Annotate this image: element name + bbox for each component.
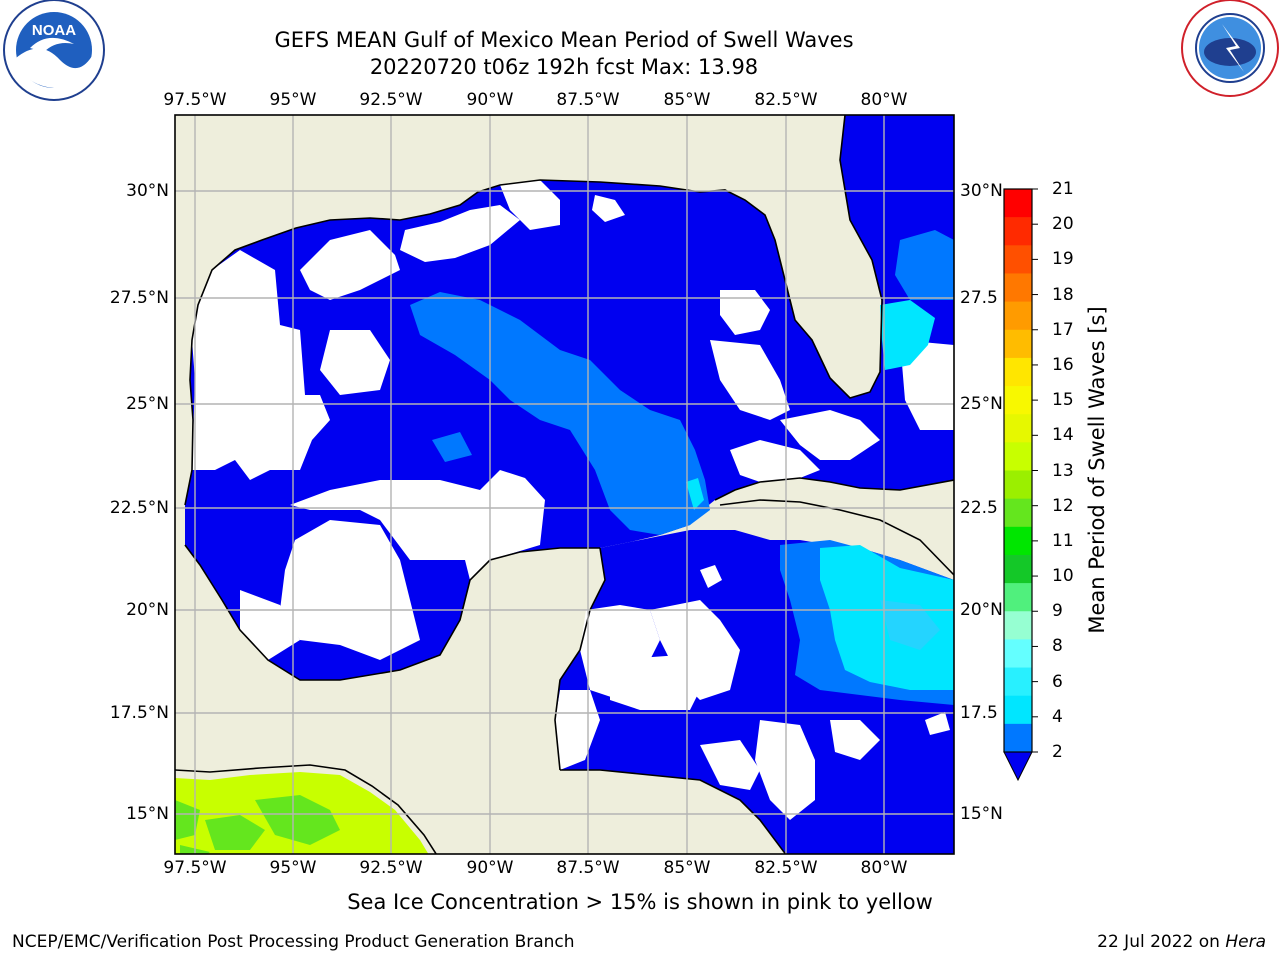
colorbar-segment [1004, 329, 1032, 359]
lat-label-right: 22.5 [960, 498, 998, 518]
coastlines [175, 115, 954, 854]
noaa-logo: NOAA [3, 0, 105, 101]
colorbar-segment [1004, 357, 1032, 387]
colorbar-segment [1004, 386, 1032, 415]
colorbar-tick-label: 19 [1052, 249, 1074, 270]
colorbar-segment [1004, 414, 1032, 443]
lon-label-bottom: 95°W [269, 858, 317, 878]
colorbar-tick-label: 8 [1052, 636, 1063, 657]
lat-label-left: 22.5°N [109, 498, 169, 518]
colorbar-segment [1004, 723, 1032, 753]
colorbar-segment [1004, 639, 1032, 669]
colorbar-tick-label: 14 [1052, 425, 1074, 446]
colorbar-segment [1004, 695, 1032, 725]
lon-label-top: 95°W [269, 90, 317, 110]
colorbar-tick-label: 12 [1052, 495, 1074, 516]
colorbar-segment [1004, 667, 1032, 697]
lat-label-left: 30°N [126, 181, 169, 201]
sea-ice-green [175, 795, 340, 854]
lon-label-top: 90°W [466, 90, 514, 110]
footer-credit: NCEP/EMC/Verification Post Processing Pr… [12, 932, 575, 952]
lon-label-top: 92.5°W [359, 90, 423, 110]
footer-date: 22 Jul 2022 on Hera [1097, 932, 1266, 952]
lon-label-top: 97.5°W [163, 90, 227, 110]
title-line-1: GEFS MEAN Gulf of Mexico Mean Period of … [274, 28, 854, 52]
colorbar-tick-label: 11 [1052, 530, 1074, 551]
lon-label-bottom: 80°W [860, 858, 908, 878]
colorbar-segment [1004, 245, 1032, 274]
colorbar-segment [1004, 442, 1032, 471]
lat-label-right: 27.5 [960, 288, 998, 308]
colorbar-tick-label: 20 [1052, 214, 1074, 235]
colorbar-tick-label: 10 [1052, 566, 1074, 587]
lon-label-bottom: 87.5°W [556, 858, 620, 878]
colorbar-tick-label: 21 [1052, 179, 1074, 199]
colorbar-tick-label: 15 [1052, 390, 1074, 411]
lon-label-top: 80°W [860, 90, 908, 110]
colorbar-segment [1004, 498, 1032, 528]
lat-label-left: 17.5°N [109, 703, 169, 723]
colorbar-extend-arrow [1003, 751, 1033, 782]
lat-label-left: 25°N [126, 394, 169, 414]
lat-label-left: 15°N [126, 804, 169, 824]
lon-label-bottom: 90°W [466, 858, 514, 878]
lat-label-left: 20°N [126, 600, 169, 620]
lat-label-left: 27.5°N [109, 288, 169, 308]
colorbar-tick-label: 13 [1052, 460, 1074, 481]
sea-ice-note: Sea Ice Concentration > 15% is shown in … [347, 890, 933, 914]
colorbar-tick-label: 4 [1052, 706, 1063, 727]
lat-label-right: 17.5 [960, 703, 998, 723]
colorbar-title: Mean Period of Swell Waves [s] [1085, 306, 1109, 634]
lat-label-right: 20°N [960, 600, 1003, 620]
footer-machine: Hera [1225, 932, 1266, 952]
colorbar-segment [1004, 301, 1032, 331]
colorbar-tick-label: 16 [1052, 354, 1074, 375]
missing-data-regions [192, 180, 954, 820]
lon-label-bottom: 97.5°W [163, 858, 227, 878]
lon-label-bottom: 85°W [663, 858, 711, 878]
colorbar-tick-label: 9 [1052, 601, 1063, 622]
colorbar-tick-label: 18 [1052, 284, 1074, 305]
lon-label-top: 85°W [663, 90, 711, 110]
colorbar-segment [1004, 273, 1032, 303]
colorbar-tick-label: 17 [1052, 319, 1074, 340]
lat-label-right: 25°N [960, 394, 1003, 414]
colorbar-segment [1004, 554, 1032, 584]
lon-label-bottom: 92.5°W [359, 858, 423, 878]
svg-text:NOAA: NOAA [32, 22, 76, 39]
nws-logo [1181, 0, 1279, 97]
colorbar [1003, 188, 1038, 782]
colorbar-segment [1004, 217, 1032, 246]
colorbar-tick-label: 2 [1052, 742, 1063, 762]
colorbar-segment [1004, 611, 1032, 640]
colorbar-segment [1004, 189, 1032, 218]
map-frame [174, 114, 955, 855]
graticule [175, 115, 954, 854]
colorbar-tick-label: 6 [1052, 671, 1063, 692]
lon-label-top: 87.5°W [556, 90, 620, 110]
footer-date-text: 22 Jul 2022 on [1097, 932, 1226, 952]
lon-label-bottom: 82.5°W [754, 858, 818, 878]
lat-label-right: 30°N [960, 181, 1003, 201]
colorbar-segment [1004, 470, 1032, 500]
swell-period-band-6-8 [880, 600, 940, 650]
lon-label-top: 82.5°W [754, 90, 818, 110]
lat-label-right: 15°N [960, 804, 1003, 824]
title-line-2: 20220720 t06z 192h fcst Max: 13.98 [369, 55, 759, 79]
colorbar-segment [1004, 583, 1032, 612]
colorbar-segment [1004, 526, 1032, 556]
